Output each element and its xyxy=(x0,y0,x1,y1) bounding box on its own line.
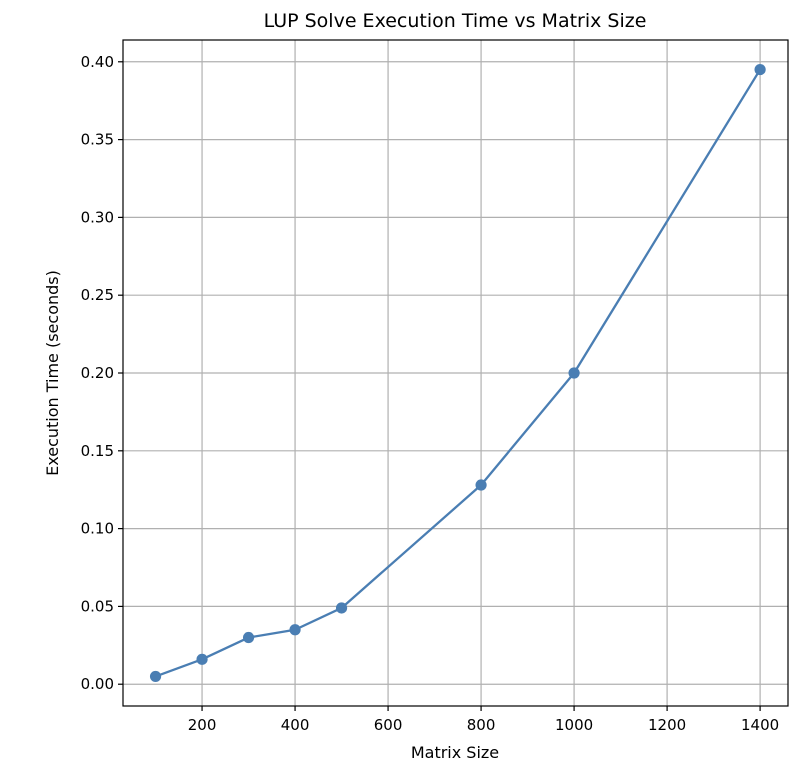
x-tick-label: 800 xyxy=(467,716,496,734)
y-tick-label: 0.00 xyxy=(81,675,114,693)
data-point xyxy=(289,624,301,636)
x-axis-ticks: 200 400 600 800 1000 1200 1400 xyxy=(188,706,779,734)
y-tick-label: 0.20 xyxy=(81,364,114,382)
x-tick-label: 600 xyxy=(374,716,403,734)
chart-title: LUP Solve Execution Time vs Matrix Size xyxy=(264,10,647,32)
y-tick-label: 0.35 xyxy=(81,131,114,149)
y-tick-label: 0.10 xyxy=(81,520,114,538)
x-tick-label: 200 xyxy=(188,716,217,734)
data-point xyxy=(754,63,766,76)
y-axis-label: Execution Time (seconds) xyxy=(43,270,62,476)
y-tick-label: 0.25 xyxy=(81,286,114,304)
data-point xyxy=(568,367,580,379)
data-point xyxy=(196,653,208,665)
x-axis-label: Matrix Size xyxy=(411,743,499,762)
y-tick-label: 0.15 xyxy=(81,442,114,460)
x-tick-label: 400 xyxy=(281,716,310,734)
grid xyxy=(123,40,788,706)
y-axis-ticks: 0.00 0.05 0.10 0.15 0.20 0.25 0.30 0.35 0.40 xyxy=(81,53,123,693)
x-tick-label: 1400 xyxy=(741,716,779,734)
y-tick-label: 0.30 xyxy=(81,208,114,226)
x-tick-label: 1200 xyxy=(648,716,686,734)
y-tick-label: 0.40 xyxy=(81,53,114,71)
series-line xyxy=(155,68,762,678)
x-tick-label: 1000 xyxy=(555,716,593,734)
data-point xyxy=(242,631,255,644)
data-point xyxy=(335,602,348,614)
data-point xyxy=(149,670,162,683)
series-layer xyxy=(149,63,766,683)
data-point xyxy=(475,479,487,491)
y-tick-label: 0.05 xyxy=(81,597,114,615)
